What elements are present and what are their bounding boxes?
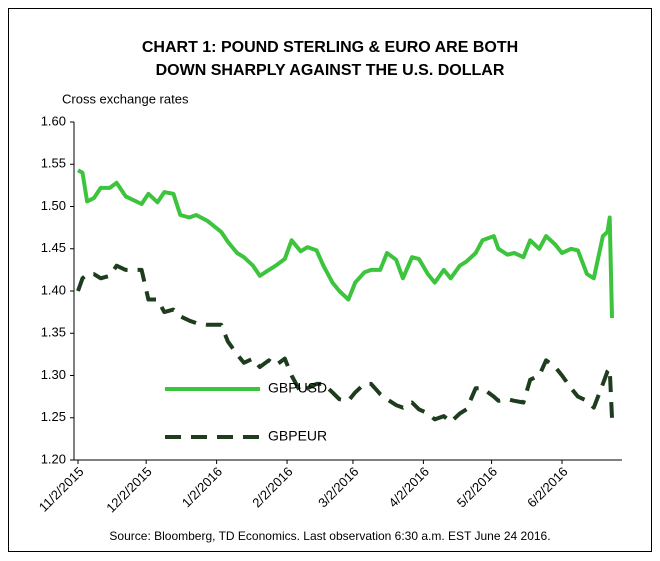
legend-label: GBPEUR <box>268 428 327 444</box>
x-tick-label: 1/2/2016 <box>179 464 225 510</box>
y-tick-label: 1.25 <box>41 409 66 424</box>
chart-frame <box>8 8 652 552</box>
x-tick-label: 3/2/2016 <box>315 464 361 510</box>
legend-label: GBPUSD <box>268 380 327 396</box>
x-tick-label: 12/2/2015 <box>103 464 155 516</box>
source-note: Source: Bloomberg, TD Economics. Last ob… <box>109 529 550 543</box>
x-tick-label: 11/2/2015 <box>36 464 87 515</box>
x-tick-label: 2/2/2016 <box>249 464 295 510</box>
x-tick-label: 4/2/2016 <box>386 464 432 510</box>
chart-title: CHART 1: POUND STERLING & EURO ARE BOTH <box>142 39 518 56</box>
y-tick-label: 1.35 <box>41 325 66 340</box>
chart-title: DOWN SHARPLY AGAINST THE U.S. DOLLAR <box>156 62 505 79</box>
series-line <box>77 168 614 319</box>
y-axis-label: Cross exchange rates <box>62 91 189 106</box>
series-line <box>76 263 614 424</box>
y-tick-label: 1.40 <box>41 282 66 297</box>
y-tick-label: 1.55 <box>41 156 66 171</box>
y-tick-label: 1.50 <box>41 198 66 213</box>
x-tick-label: 5/2/2016 <box>454 464 500 510</box>
y-tick-label: 1.20 <box>41 451 66 466</box>
y-tick-label: 1.60 <box>41 113 66 128</box>
y-tick-label: 1.45 <box>41 240 66 255</box>
y-tick-label: 1.30 <box>41 367 66 382</box>
x-tick-label: 6/2/2016 <box>524 464 570 510</box>
